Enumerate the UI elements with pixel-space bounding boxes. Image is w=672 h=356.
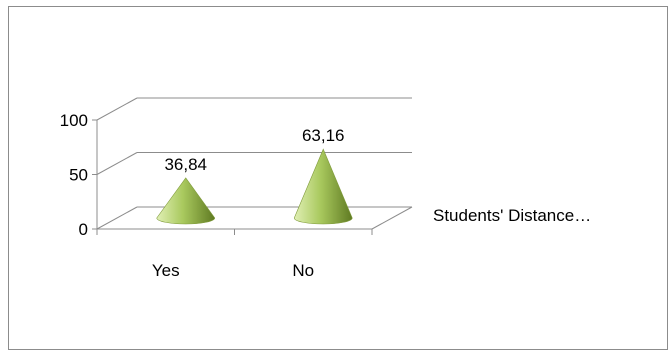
floor-right-edge (371, 206, 413, 230)
y-tick-label: 0 (79, 220, 88, 239)
cone-body (156, 177, 216, 225)
y-tick-label: 100 (60, 111, 88, 130)
gridline-side-0 (96, 206, 138, 230)
x-category-label: Yes (152, 261, 180, 280)
legend-series-label: Students' Distance… (433, 206, 591, 225)
gridlines (96, 97, 412, 230)
y-tick-label: 50 (69, 166, 88, 185)
labels: 0 50 100 36,84 Yes 63,16 No Students' Distance… (60, 111, 592, 280)
cone-no (293, 148, 353, 225)
data-cones (156, 148, 353, 225)
x-category-label: No (292, 261, 314, 280)
data-label: 63,16 (302, 126, 345, 145)
cone-body (293, 148, 353, 225)
gridline-side-1 (96, 152, 138, 175)
axes (92, 119, 413, 235)
chart-frame (8, 6, 668, 350)
cone-yes (156, 177, 216, 225)
gridline-side-2 (96, 97, 138, 121)
data-label: 36,84 (164, 155, 207, 174)
